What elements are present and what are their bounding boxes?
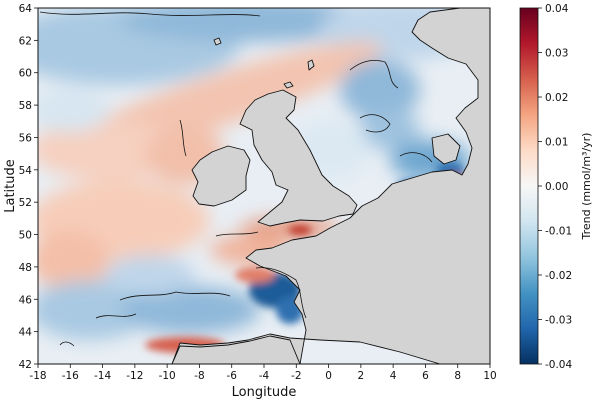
y-tick-label: 60 [19, 68, 32, 80]
iberia-landmass [171, 335, 301, 364]
colorbar-tick-label: 0.03 [545, 48, 568, 60]
y-tick-label: 58 [19, 100, 32, 112]
colorbar-tick-label: -0.01 [545, 226, 572, 238]
colorbar-ticks: 0.04 0.03 0.02 0.01 0.00 -0.01 -0.02 -0.03 -0.04 [538, 3, 572, 371]
x-axis-title: Longitude [232, 385, 297, 400]
y-axis-title: Latitude [3, 159, 18, 213]
x-tick-label: -6 [226, 370, 237, 382]
x-tick-label: -8 [194, 370, 204, 382]
x-tick-label: 0 [325, 370, 332, 382]
continental-europe-landmass [171, 8, 490, 364]
y-tick-label: 52 [19, 197, 32, 209]
x-tick-label: -2 [291, 370, 301, 382]
y-tick-label: 50 [19, 230, 32, 242]
x-tick-label: 4 [390, 370, 397, 382]
colorbar [519, 7, 539, 365]
faroe-islands [213, 37, 222, 46]
y-tick-label: 44 [19, 327, 33, 339]
x-tick-label: 10 [483, 370, 496, 382]
colorbar-tick-label: 0.01 [545, 137, 568, 149]
colorbar-tick-label: -0.03 [545, 315, 572, 327]
y-tick-label: 54 [19, 165, 33, 177]
x-tick-label: 2 [358, 370, 365, 382]
denmark-landmass [431, 133, 461, 165]
x-axis: -18 -16 -14 -12 -10 -8 -6 -4 -2 0 2 4 6 8 10 [29, 364, 497, 382]
shetland-islands [307, 59, 315, 71]
x-tick-label: -4 [259, 370, 270, 382]
x-tick-label: -18 [29, 370, 46, 382]
y-tick-label: 48 [19, 262, 32, 274]
y-tick-label: 56 [19, 132, 33, 144]
y-tick-label: 46 [19, 294, 33, 306]
y-axis: 42 44 46 48 50 52 54 56 58 60 62 64 [19, 3, 38, 371]
x-tick-label: -12 [126, 370, 143, 382]
y-tick-label: 42 [19, 359, 32, 371]
orkney-islands [283, 81, 294, 89]
x-tick-label: 8 [454, 370, 461, 382]
contour-lines [39, 11, 433, 347]
colorbar-tick-label: 0.00 [545, 181, 568, 193]
colorbar-tick-label: 0.02 [545, 92, 568, 104]
x-tick-label: -10 [159, 370, 176, 382]
x-tick-label: -14 [94, 370, 111, 382]
y-tick-label: 62 [19, 35, 32, 47]
colorbar-tick-label: -0.04 [545, 359, 572, 371]
x-tick-label: 6 [422, 370, 429, 382]
colorbar-tick-label: 0.04 [545, 3, 569, 15]
great-britain-landmass [239, 89, 358, 227]
ireland-landmass [191, 145, 251, 207]
x-tick-label: -16 [62, 370, 79, 382]
y-tick-label: 64 [19, 3, 33, 15]
colorbar-title: Trend (mmol/m³/yr) [580, 133, 593, 241]
land-layer [171, 8, 490, 364]
colorbar-tick-label: -0.02 [545, 270, 572, 282]
